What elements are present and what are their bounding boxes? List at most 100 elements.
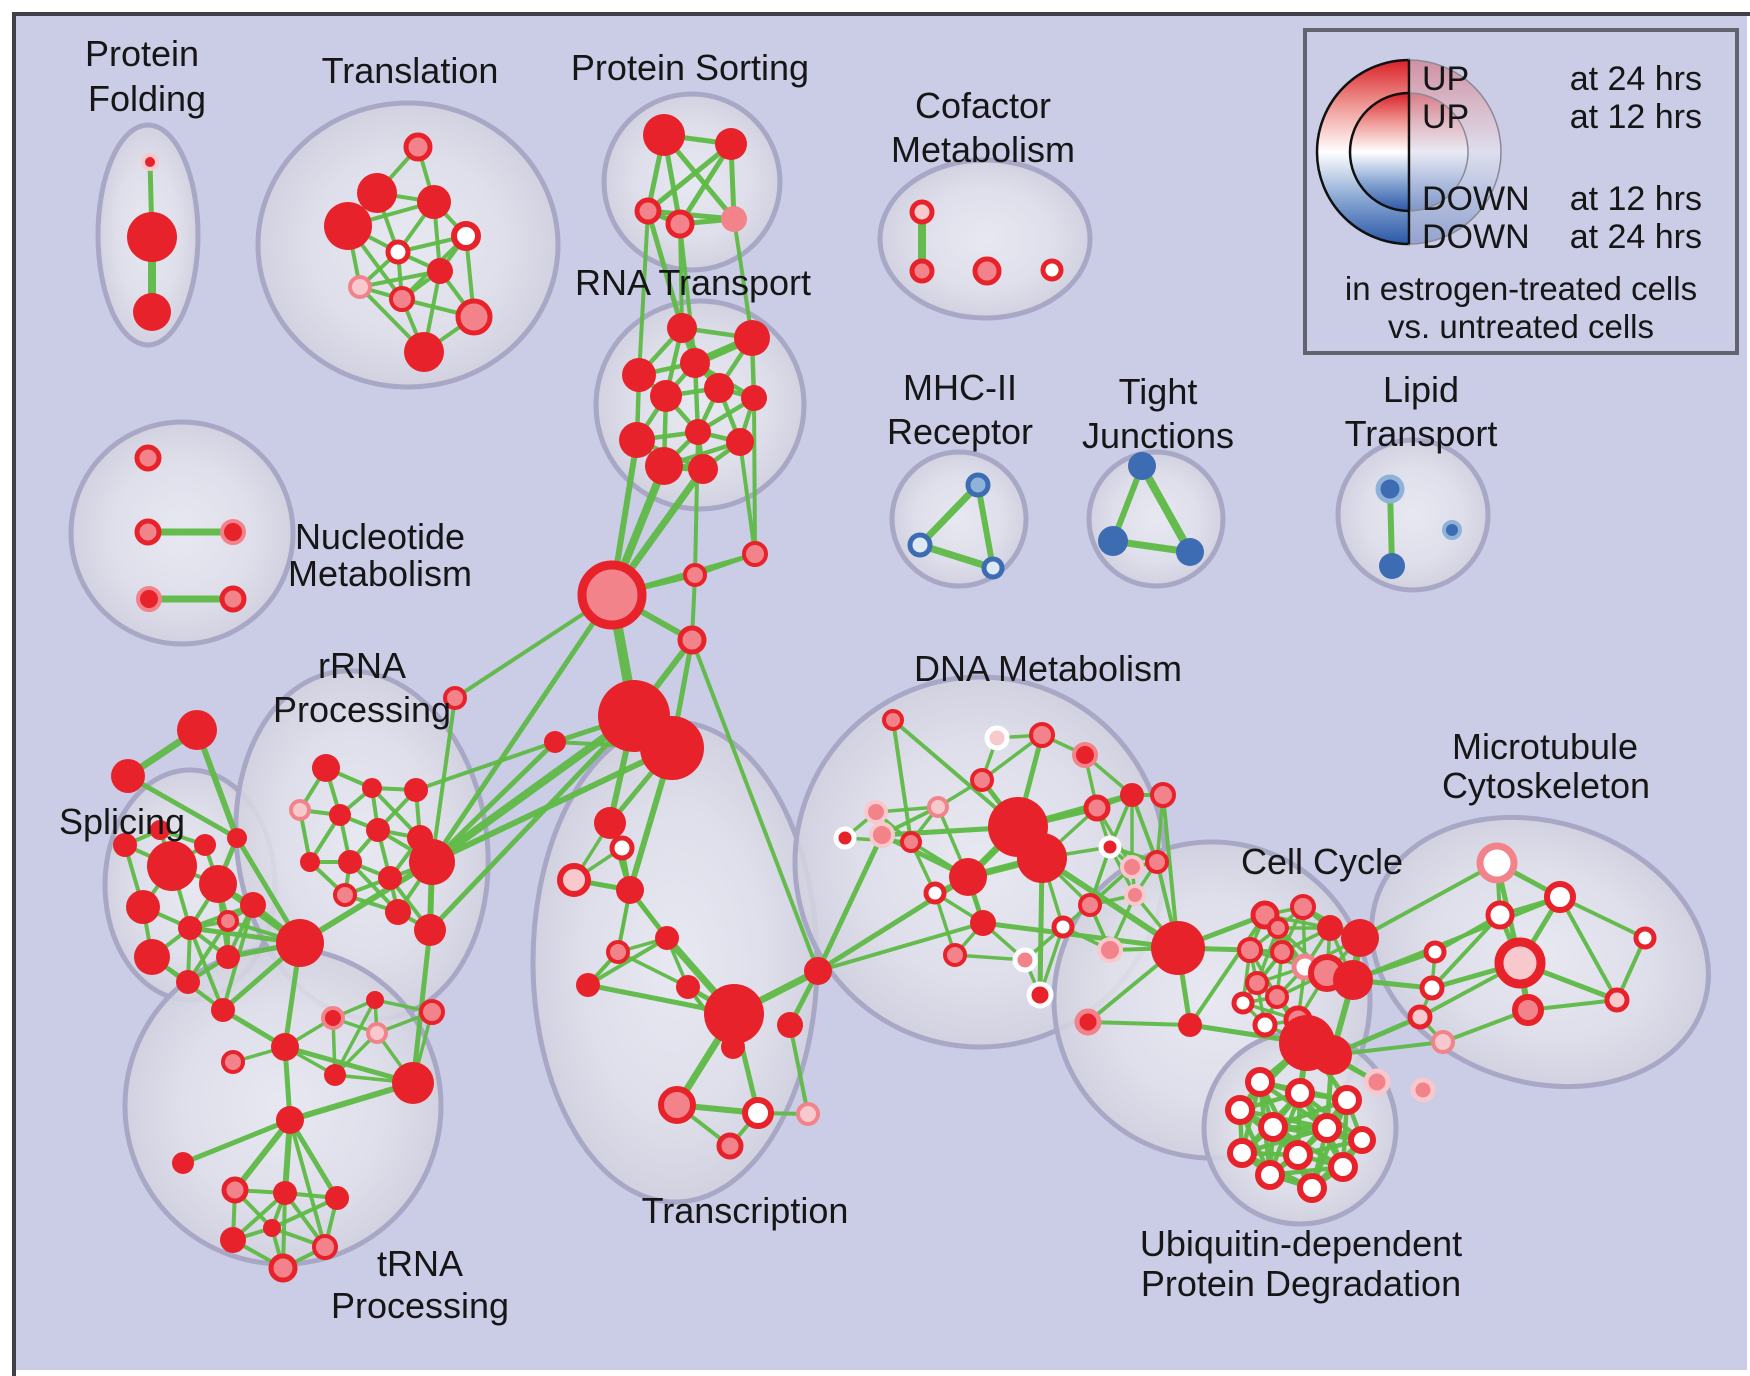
- network-node[interactable]: [1098, 835, 1122, 859]
- network-node[interactable]: [1494, 937, 1546, 989]
- network-node[interactable]: [949, 858, 987, 896]
- network-node[interactable]: [640, 716, 704, 780]
- network-node[interactable]: [312, 1234, 338, 1260]
- network-node[interactable]: [357, 173, 397, 213]
- network-node[interactable]: [1150, 782, 1176, 808]
- network-node[interactable]: [276, 919, 324, 967]
- network-node[interactable]: [1245, 1067, 1275, 1097]
- network-node[interactable]: [1227, 1138, 1257, 1168]
- network-node[interactable]: [263, 1219, 281, 1237]
- network-node[interactable]: [1312, 1113, 1342, 1143]
- network-node[interactable]: [127, 212, 177, 262]
- network-node[interactable]: [392, 1062, 434, 1104]
- network-node[interactable]: [1120, 855, 1144, 879]
- network-node[interactable]: [796, 1102, 820, 1126]
- network-node[interactable]: [417, 185, 451, 219]
- network-node[interactable]: [211, 998, 235, 1022]
- network-node[interactable]: [172, 1152, 194, 1174]
- network-node[interactable]: [734, 320, 770, 356]
- network-node[interactable]: [1485, 900, 1515, 930]
- network-node[interactable]: [1333, 960, 1373, 1000]
- network-node[interactable]: [1124, 884, 1146, 906]
- network-node[interactable]: [677, 625, 707, 655]
- network-node[interactable]: [658, 1086, 696, 1124]
- network-node[interactable]: [1348, 1126, 1376, 1154]
- network-node[interactable]: [970, 768, 994, 792]
- network-node[interactable]: [348, 275, 372, 299]
- network-node[interactable]: [742, 541, 768, 567]
- network-node[interactable]: [1017, 833, 1067, 883]
- network-node[interactable]: [1252, 1012, 1278, 1038]
- network-node[interactable]: [1332, 1085, 1362, 1115]
- network-node[interactable]: [688, 454, 718, 484]
- network-node[interactable]: [869, 822, 895, 848]
- network-node[interactable]: [742, 1097, 774, 1129]
- network-node[interactable]: [1328, 1152, 1358, 1182]
- network-node[interactable]: [126, 890, 160, 924]
- network-node[interactable]: [1267, 917, 1289, 939]
- network-node[interactable]: [864, 800, 888, 824]
- network-node[interactable]: [650, 380, 682, 412]
- network-node[interactable]: [404, 332, 444, 372]
- network-node[interactable]: [616, 876, 644, 904]
- network-node[interactable]: [1128, 452, 1156, 480]
- network-node[interactable]: [325, 1186, 349, 1210]
- network-node[interactable]: [667, 313, 697, 343]
- network-node[interactable]: [220, 1227, 246, 1253]
- network-node[interactable]: [1029, 722, 1055, 748]
- network-node[interactable]: [619, 422, 655, 458]
- network-node[interactable]: [338, 850, 362, 874]
- network-node[interactable]: [1285, 1078, 1315, 1108]
- network-node[interactable]: [833, 826, 857, 850]
- network-node[interactable]: [321, 1006, 345, 1030]
- network-node[interactable]: [385, 899, 411, 925]
- network-node[interactable]: [704, 984, 764, 1044]
- network-node[interactable]: [1283, 1140, 1313, 1170]
- network-node[interactable]: [219, 585, 247, 613]
- network-node[interactable]: [923, 881, 947, 905]
- network-node[interactable]: [680, 348, 710, 378]
- network-node[interactable]: [1151, 921, 1205, 975]
- network-node[interactable]: [240, 892, 266, 918]
- network-node[interactable]: [1097, 937, 1123, 963]
- network-node[interactable]: [721, 1035, 745, 1059]
- network-node[interactable]: [419, 999, 445, 1025]
- network-node[interactable]: [1270, 940, 1294, 964]
- network-node[interactable]: [378, 866, 402, 890]
- network-node[interactable]: [1379, 553, 1405, 579]
- network-node[interactable]: [1074, 1008, 1102, 1036]
- network-node[interactable]: [221, 1176, 249, 1204]
- network-node[interactable]: [136, 586, 162, 612]
- network-node[interactable]: [943, 943, 967, 967]
- network-node[interactable]: [403, 132, 433, 162]
- network-node[interactable]: [366, 818, 390, 842]
- network-node[interactable]: [333, 883, 357, 907]
- network-node[interactable]: [981, 556, 1005, 580]
- network-node[interactable]: [389, 286, 415, 312]
- network-node[interactable]: [676, 975, 700, 999]
- network-node[interactable]: [409, 839, 455, 885]
- network-node[interactable]: [217, 910, 239, 932]
- network-node[interactable]: [606, 940, 630, 964]
- network-node[interactable]: [404, 778, 428, 802]
- network-node[interactable]: [1512, 994, 1544, 1026]
- network-node[interactable]: [927, 796, 949, 818]
- network-node[interactable]: [970, 910, 996, 936]
- network-node[interactable]: [443, 686, 467, 710]
- network-node[interactable]: [176, 970, 200, 994]
- network-node[interactable]: [177, 710, 217, 750]
- network-node[interactable]: [1012, 947, 1038, 973]
- network-node[interactable]: [594, 807, 626, 839]
- network-node[interactable]: [1178, 1013, 1202, 1037]
- network-node[interactable]: [900, 831, 922, 853]
- network-node[interactable]: [804, 957, 832, 985]
- network-node[interactable]: [683, 563, 707, 587]
- network-node[interactable]: [655, 926, 679, 950]
- network-node[interactable]: [1231, 991, 1255, 1015]
- network-node[interactable]: [147, 841, 197, 891]
- network-node[interactable]: [1265, 985, 1289, 1009]
- network-node[interactable]: [777, 1012, 803, 1038]
- network-node[interactable]: [1040, 258, 1064, 282]
- network-node[interactable]: [909, 258, 935, 284]
- network-node[interactable]: [150, 820, 170, 840]
